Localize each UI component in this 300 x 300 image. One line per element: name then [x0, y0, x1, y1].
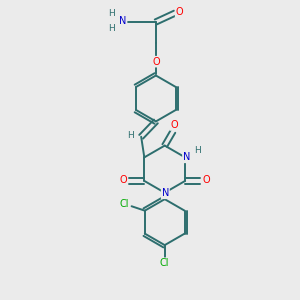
Text: O: O	[119, 175, 127, 185]
Text: O: O	[176, 7, 183, 16]
Text: H: H	[194, 146, 201, 155]
Text: O: O	[170, 120, 178, 130]
Text: H: H	[108, 9, 115, 18]
Text: H: H	[128, 131, 134, 140]
Text: Cl: Cl	[119, 199, 129, 209]
Text: O: O	[152, 57, 160, 67]
Text: N: N	[162, 188, 169, 198]
Text: N: N	[183, 152, 190, 162]
Text: N: N	[119, 16, 127, 26]
Text: H: H	[108, 24, 115, 33]
Text: O: O	[202, 175, 210, 185]
Text: Cl: Cl	[160, 258, 169, 268]
